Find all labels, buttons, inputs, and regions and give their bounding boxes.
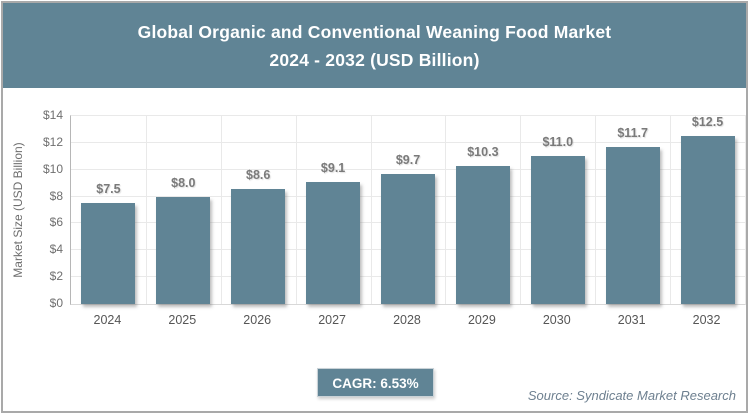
v-gridline <box>220 116 222 304</box>
bar-2029 <box>455 165 510 304</box>
source-text: Source: Syndicate Market Research <box>527 388 736 403</box>
v-gridline <box>370 116 372 304</box>
v-gridline <box>670 116 672 304</box>
chart-title-line1: Global Organic and Conventional Weaning … <box>137 21 612 42</box>
bar-cell: $9.7 <box>371 116 446 304</box>
bar-value-label: $8.0 <box>171 175 196 190</box>
bar-value-label: $10.3 <box>467 144 499 159</box>
x-tick-label: 2031 <box>617 313 646 327</box>
bar-2026 <box>231 188 286 304</box>
bar-value-label: $8.6 <box>246 167 271 182</box>
y-tick-label: $2 <box>49 269 63 284</box>
y-tick-label: $8 <box>49 188 63 203</box>
v-gridline <box>520 116 522 304</box>
x-axis-labels: 2024 2025 2026 2027 2028 2029 2030 2031 2032 <box>70 313 744 333</box>
x-tick-label: 2026 <box>243 313 272 327</box>
y-tick-label: $0 <box>49 296 63 310</box>
h-gridline <box>71 168 745 170</box>
v-gridline <box>595 116 597 304</box>
bar-cell: $11.0 <box>520 116 595 304</box>
bar-cell: $12.5 <box>670 115 745 304</box>
chart-header: Global Organic and Conventional Weaning … <box>3 3 746 88</box>
x-tick-label: 2025 <box>168 313 197 327</box>
y-tick-label: $10 <box>42 161 63 176</box>
bar-2032 <box>680 136 735 304</box>
y-axis-ticks: $0 $2 $4 $6 $8 $10 $12 $14 <box>0 108 63 310</box>
x-tick-label: 2027 <box>318 313 346 327</box>
bar-cell: $8.6 <box>221 116 296 304</box>
plot-area: $7.5 $8.0 $8.6 $9.1 $9.7 $10.3 $11.0 $11.7 $12.5 <box>70 115 746 305</box>
y-tick-label: $4 <box>49 242 63 257</box>
bar-value-label: $11.0 <box>542 135 574 150</box>
x-tick-label: 2024 <box>93 313 122 327</box>
x-tick-label: 2030 <box>542 313 571 327</box>
bar-value-label: $7.5 <box>96 182 121 197</box>
bar-value-label: $12.5 <box>691 115 724 130</box>
y-tick-label: $6 <box>49 215 63 230</box>
bar-value-label: $11.7 <box>617 125 648 140</box>
v-gridline <box>445 116 447 304</box>
bar-2028 <box>380 173 435 304</box>
cagr-badge: CAGR: 6.53% <box>317 368 434 397</box>
bar-cell: $11.7 <box>595 116 670 304</box>
x-tick-label: 2028 <box>393 313 421 327</box>
bar-value-label: $9.7 <box>395 152 421 167</box>
bar-2025 <box>156 196 211 304</box>
v-gridline <box>295 116 297 304</box>
bar-value-label: $9.1 <box>320 160 346 175</box>
y-tick-label: $12 <box>42 134 63 149</box>
bar-2024 <box>81 203 136 304</box>
bar-cell: $9.1 <box>296 116 371 304</box>
chart-title-line2: 2024 - 2032 (USD Billion) <box>269 49 480 70</box>
bar-2027 <box>306 181 361 304</box>
y-tick-label: $14 <box>42 108 63 122</box>
v-gridline <box>145 116 147 304</box>
bar-cell: $7.5 <box>71 116 146 304</box>
bar-cell: $8.0 <box>146 116 221 304</box>
bar-cell: $10.3 <box>445 116 520 304</box>
x-tick-label: 2032 <box>692 313 721 327</box>
h-gridline <box>71 141 745 143</box>
bar-2031 <box>605 146 660 304</box>
bar-2030 <box>530 156 585 304</box>
x-tick-label: 2029 <box>467 313 496 327</box>
